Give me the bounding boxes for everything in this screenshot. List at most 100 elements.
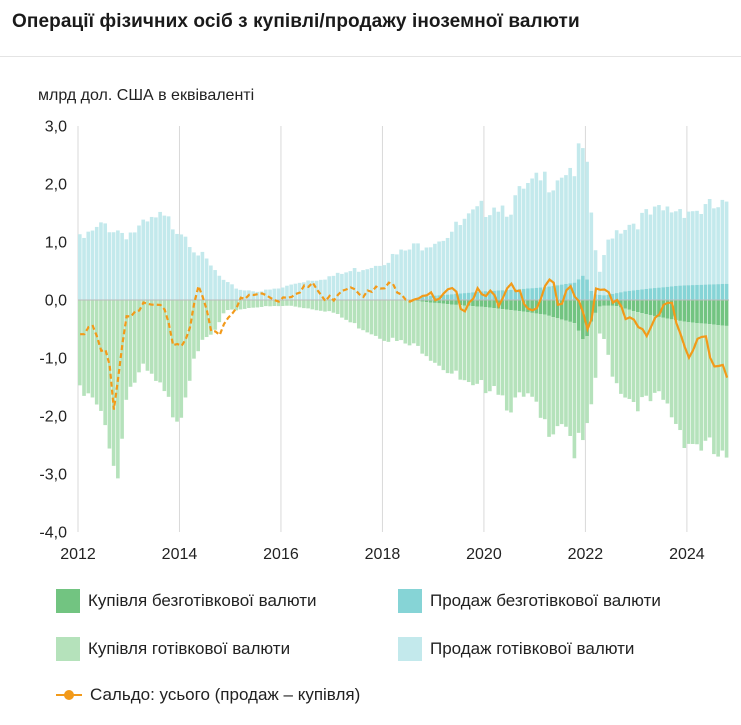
bar-sell-cash [636,229,640,290]
bar-sell-cash [94,226,99,300]
bar-sell-cashless [627,290,632,300]
bar-buy-cash [171,300,175,418]
legend-swatch-buy-cashless [56,589,80,613]
bar-sell-cash [302,282,306,300]
bar-sell-cashless [686,285,691,300]
bar-buy-cash [682,321,687,449]
bar-sell-cashless [504,289,509,300]
bar-sell-cash [652,206,657,289]
bar-sell-cash [623,229,627,292]
bar-sell-cash [479,200,484,292]
bar-sell-cash [648,214,653,289]
bar-sell-cash [521,188,526,289]
bar-buy-cash [78,300,82,386]
bar-sell-cash [192,252,196,300]
bar-sell-cashless [678,285,682,300]
bar-buy-cash [302,300,306,309]
bar-buy-cashless [428,300,433,303]
bar-sell-cashless [458,293,463,300]
bar-buy-cashless [458,300,463,306]
bar-sell-cash [395,254,399,300]
legend-swatch-buy-cash [56,637,80,661]
bar-sell-cash [352,268,357,300]
bar-sell-cash [149,216,154,300]
bar-buy-cash [107,300,112,449]
bar-sell-cashless [471,292,475,300]
bar-buy-cash [572,323,577,459]
bar-buy-cashless [640,300,644,314]
bar-sell-cash [310,280,315,300]
bar-buy-cashless [513,300,518,311]
bar-sell-cash [428,247,433,296]
bar-sell-cash [259,291,264,300]
bar-sell-cash [644,209,649,289]
bar-buy-cash [132,300,137,383]
bar-sell-cash [589,212,594,291]
x-tick-label: 2024 [669,546,705,560]
bar-sell-cashless [619,292,623,300]
bar-sell-cash [585,161,589,280]
bar-buy-cash [403,300,408,344]
bar-sell-cash [306,280,310,300]
bar-sell-cashless [597,294,602,300]
bar-sell-cash [568,167,572,284]
bar-buy-cash [416,300,420,346]
bar-buy-cashless [538,300,543,314]
bar-sell-cash [209,265,213,300]
bar-buy-cash [551,317,556,435]
bar-sell-cash [293,283,298,300]
bar-buy-cash [373,300,378,336]
bar-buy-cash [272,300,277,307]
bar-sell-cash [280,287,285,300]
bar-sell-cash [640,212,644,290]
bar-buy-cashless [652,300,657,316]
bar-buy-cash [255,300,260,308]
bar-sell-cashless [614,293,619,300]
bar-buy-cashless [500,300,505,310]
bar-buy-cashless [445,300,450,305]
bar-buy-cash [428,302,433,361]
bar-buy-cash [492,308,496,387]
bar-sell-cash [196,255,200,300]
bar-buy-cash [500,309,505,396]
y-tick-label: -1,0 [39,351,67,368]
bar-sell-cashless [674,286,678,300]
bar-buy-cash [724,325,729,458]
bar-buy-cashless [589,300,594,322]
bar-buy-cashless [720,300,725,326]
bar-sell-cash [183,236,188,300]
bar-sell-cash [390,253,395,300]
bar-sell-cashless [513,289,518,300]
bar-buy-cashless [483,300,488,308]
bar-sell-cashless [454,293,458,300]
bar-buy-cashless [559,300,564,320]
bar-buy-cash [399,300,403,341]
bar-sell-cashless [589,290,594,300]
bar-buy-cash [589,321,594,405]
bar-sell-cashless [682,285,687,300]
bar-sell-cashless [521,288,526,300]
bar-sell-cash [669,212,674,287]
bar-buy-cashless [602,300,606,306]
legend-label-sell-cash: Продаж готівкової валюти [430,639,635,658]
bar-sell-cash [543,171,547,288]
bar-sell-cashless [424,296,429,300]
bar-buy-cash [297,300,302,308]
bar-sell-cash [99,222,103,300]
bar-buy-cash [712,324,716,455]
bar-sell-cashless [572,282,577,300]
bar-sell-cash [619,233,623,293]
bar-sell-cashless [445,294,450,300]
bar-buy-cash [217,300,222,323]
bar-buy-cash [331,300,336,313]
bar-buy-cashless [606,300,611,306]
bar-buy-cash [610,305,615,377]
bar-sell-cash [314,280,319,300]
bar-sell-cash [217,275,222,300]
bar-buy-cashless [564,300,568,321]
bar-buy-cashless [597,300,602,307]
bar-sell-cash [145,221,150,300]
bar-sell-cash [466,213,471,293]
legend-label-buy-cash: Купівля готівкової валюти [88,639,291,658]
bar-sell-cash [200,251,205,300]
